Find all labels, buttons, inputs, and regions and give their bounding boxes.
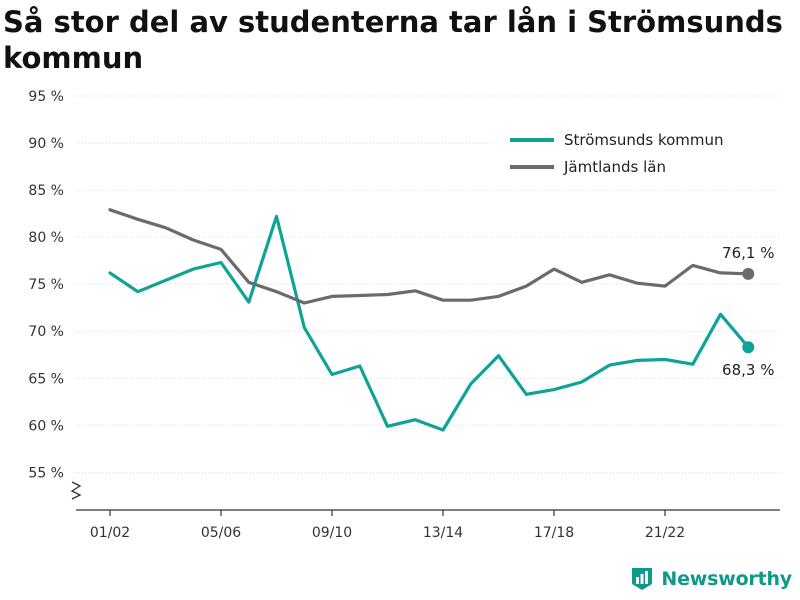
- y-tick-label: 90 %: [28, 136, 64, 152]
- series-endpoint: [742, 267, 755, 280]
- x-tick-label: 21/22: [645, 525, 685, 541]
- x-axis: 01/02 05/06 09/10 13/14 17/18 21/22: [76, 509, 780, 541]
- legend: Strömsunds kommun Jämtlands län: [493, 127, 793, 178]
- legend-label: Strömsunds kommun: [564, 131, 724, 149]
- y-tick-label: 85 %: [28, 183, 64, 199]
- x-tick-label: 05/06: [201, 525, 241, 541]
- x-tick-label: 09/10: [312, 525, 352, 541]
- gridlines: [76, 95, 780, 473]
- end-value-label: 76,1 %: [722, 244, 774, 262]
- series-line: [108, 214, 750, 432]
- chart-title: Så stor del av studenterna tar lån i Str…: [3, 5, 783, 75]
- y-tick-label: 55 %: [28, 465, 64, 481]
- x-tick-label: 17/18: [534, 525, 574, 541]
- x-tick-label: 01/02: [90, 525, 130, 541]
- end-value-label: 68,3 %: [722, 361, 774, 379]
- brand-logo: Newsworthy: [629, 564, 792, 594]
- y-tick-label: 80 %: [28, 230, 64, 246]
- series-line: [108, 208, 750, 305]
- y-tick-label: 75 %: [28, 277, 64, 293]
- y-tick-label: 70 %: [28, 324, 64, 340]
- series-endpoint: [742, 341, 755, 354]
- y-axis: 55 % 60 % 65 % 70 % 75 % 80 % 85 % 90 % 95 %: [28, 89, 82, 500]
- brand-name: Newsworthy: [661, 568, 792, 590]
- x-tick-label: 13/14: [423, 525, 463, 541]
- series-lines: [108, 208, 750, 432]
- y-tick-label: 60 %: [28, 418, 64, 434]
- newsworthy-logo-icon: [632, 568, 653, 590]
- y-tick-label: 65 %: [28, 371, 64, 387]
- y-tick-label: 95 %: [28, 89, 64, 105]
- axis-break-icon: [70, 481, 82, 500]
- legend-label: Jämtlands län: [563, 158, 666, 176]
- series-endpoints: 68,3 % 76,1 %: [722, 244, 774, 379]
